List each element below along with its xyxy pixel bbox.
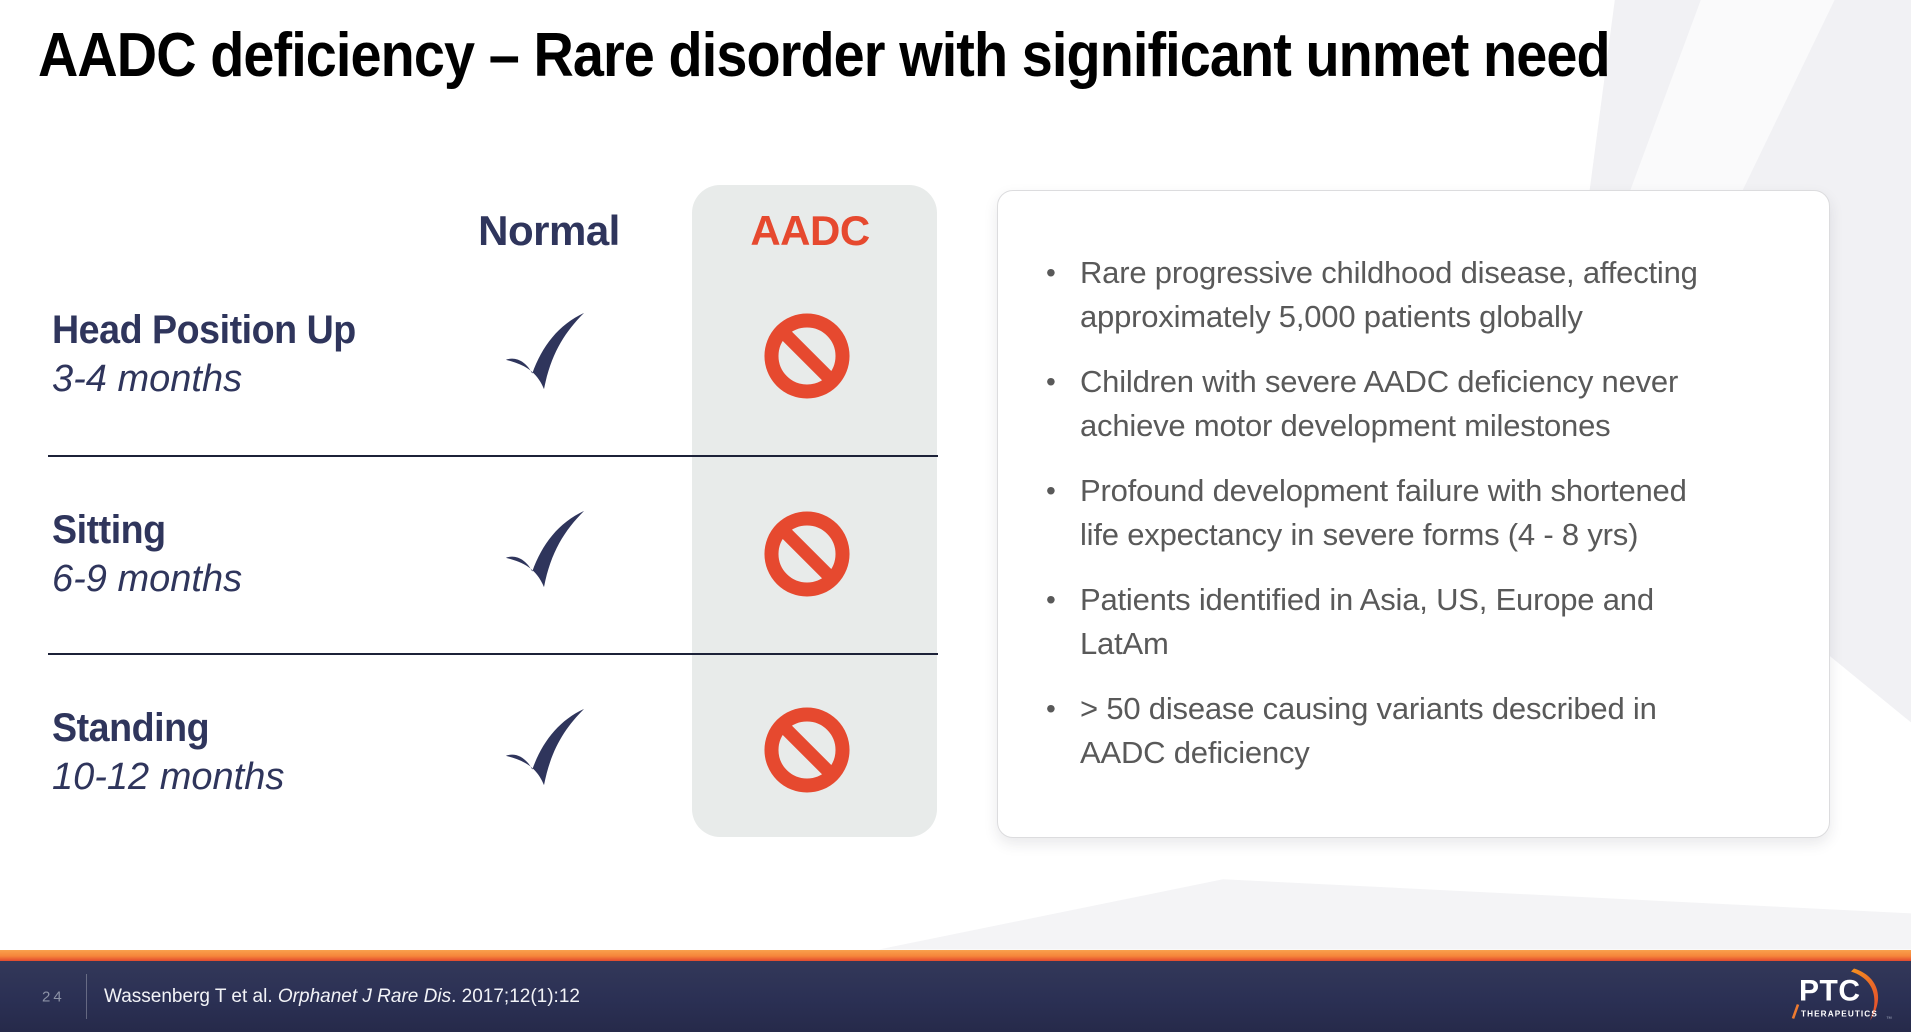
list-item: • > 50 disease causing variants describe… — [1046, 687, 1799, 775]
list-item: • Profound development failure with shor… — [1046, 469, 1799, 557]
citation-reference: . 2017;12(1):12 — [451, 985, 580, 1007]
table-row-head-position-up: Head Position Up 3-4 months — [52, 307, 452, 401]
prohibited-icon — [764, 511, 852, 599]
milestone-age: 3-4 months — [52, 358, 243, 400]
citation-authors: Wassenberg T et al. — [104, 985, 278, 1007]
table-row-sitting: Sitting 6-9 months — [52, 507, 452, 601]
ptc-therapeutics-logo: PTC THERAPEUTICS ™ — [1785, 967, 1897, 1026]
logo-tm-mark: ™ — [1886, 1015, 1892, 1021]
bullet-marker: • — [1046, 693, 1056, 724]
milestone-label: Sitting — [52, 508, 166, 552]
bullet-text: Rare progressive childhood disease, affe… — [1080, 255, 1698, 334]
milestone-table: Normal AADC Head Position Up 3-4 months … — [48, 185, 938, 837]
row-divider — [48, 455, 938, 457]
citation-journal: Orphanet J Rare Dis — [277, 985, 452, 1007]
prohibited-icon — [764, 707, 852, 795]
footer-divider — [86, 974, 87, 1019]
check-icon — [500, 309, 588, 397]
bullet-text: Patients identified in Asia, US, Europe … — [1080, 582, 1654, 661]
milestone-age: 6-9 months — [52, 558, 243, 600]
logo-swoosh-icon — [1851, 968, 1879, 1020]
logo-slash-icon — [1791, 1003, 1800, 1019]
bullet-text: Children with severe AADC deficiency nev… — [1080, 364, 1679, 443]
slide-title: AADC deficiency – Rare disorder with sig… — [38, 21, 1611, 90]
aadc-column-header: AADC — [750, 207, 870, 254]
bullet-marker: • — [1046, 475, 1056, 506]
milestone-age: 10-12 months — [52, 756, 285, 798]
logo-brand-text: PTC — [1799, 974, 1861, 1007]
prohibited-icon — [764, 313, 852, 401]
page-number: 24 — [42, 988, 65, 1005]
citation: Wassenberg T et al. Orphanet J Rare Dis.… — [104, 986, 580, 1008]
milestone-label: Standing — [52, 706, 210, 750]
bullet-text: Profound development failure with shorte… — [1080, 473, 1687, 552]
bullet-marker: • — [1046, 584, 1056, 615]
bullet-marker: • — [1046, 366, 1056, 397]
footer-accent-bar — [0, 950, 1911, 961]
list-item: • Rare progressive childhood disease, af… — [1046, 251, 1799, 339]
milestone-label: Head Position Up — [52, 308, 356, 352]
bullet-text: > 50 disease causing variants described … — [1080, 691, 1657, 770]
check-icon — [500, 507, 588, 595]
check-icon — [500, 705, 588, 793]
normal-column-header: Normal — [478, 207, 620, 254]
list-item: • Patients identified in Asia, US, Europ… — [1046, 578, 1799, 666]
logo-sub-text: THERAPEUTICS — [1801, 1009, 1878, 1018]
bullet-marker: • — [1046, 257, 1056, 288]
list-item: • Children with severe AADC deficiency n… — [1046, 360, 1799, 448]
disease-info-card: • Rare progressive childhood disease, af… — [997, 190, 1830, 838]
row-divider — [48, 653, 938, 655]
table-row-standing: Standing 10-12 months — [52, 705, 452, 799]
footer: 24 Wassenberg T et al. Orphanet J Rare D… — [0, 961, 1911, 1032]
aadc-column-background — [692, 185, 937, 837]
bullet-list: • Rare progressive childhood disease, af… — [1046, 251, 1799, 775]
